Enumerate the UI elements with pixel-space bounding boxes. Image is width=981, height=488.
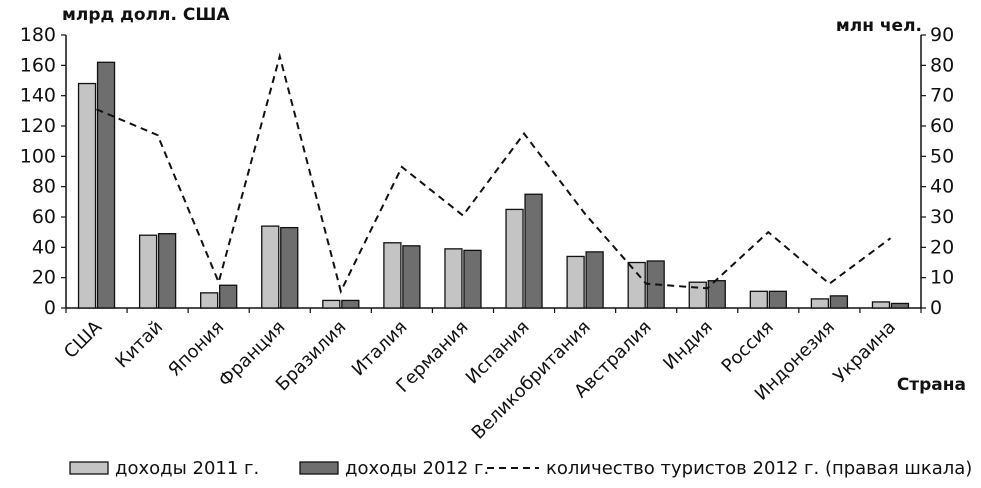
bar-2011 bbox=[688, 281, 707, 309]
bar-2012 bbox=[707, 280, 726, 309]
left-tick-label: 80 bbox=[32, 176, 56, 198]
category-label: Россия bbox=[718, 317, 778, 377]
left-tick-label: 100 bbox=[20, 145, 56, 167]
bar-2011 bbox=[138, 234, 158, 309]
right-tick-label: 80 bbox=[930, 54, 954, 76]
left-tick-label: 40 bbox=[32, 236, 56, 258]
bar-2012 bbox=[157, 233, 177, 309]
right-axis-unit: млн чел. bbox=[836, 16, 922, 36]
left-axis-unit: млрд долл. США bbox=[62, 5, 230, 25]
legend-label-2012: доходы 2012 г. bbox=[345, 458, 489, 479]
bar-2012 bbox=[768, 290, 787, 309]
bar-2011 bbox=[200, 292, 219, 309]
bar-2011 bbox=[261, 225, 280, 309]
right-tick-label: 50 bbox=[930, 145, 954, 167]
bar-2011 bbox=[322, 299, 341, 309]
bar-2011 bbox=[505, 208, 524, 309]
bar-2011 bbox=[810, 298, 830, 309]
right-tick-label: 30 bbox=[930, 206, 954, 228]
right-tick-label: 20 bbox=[930, 236, 954, 258]
category-label: Украина bbox=[829, 317, 900, 388]
bar-2011 bbox=[871, 301, 891, 309]
tourists-line bbox=[96, 52, 892, 295]
bar-2012 bbox=[463, 249, 482, 309]
category-label: Италия bbox=[348, 317, 412, 381]
bar-2011 bbox=[77, 82, 97, 309]
left-tick-label: 60 bbox=[32, 206, 56, 228]
x-axis-title: Страна bbox=[897, 375, 966, 395]
bar-2012 bbox=[96, 61, 116, 309]
bar-2011 bbox=[444, 248, 463, 309]
plot-area: 0 20 40 60 80 100 120 140 160 180 0 10 20 30 40 50 60 70 8… bbox=[20, 24, 954, 444]
bar-2011 bbox=[566, 255, 585, 309]
right-tick-label: 90 bbox=[930, 24, 954, 46]
left-tick-label: 160 bbox=[20, 54, 56, 76]
category-label: Китай bbox=[111, 317, 167, 373]
bar-2011 bbox=[627, 261, 646, 309]
bar-2012 bbox=[829, 295, 849, 309]
category-label: Великобритания bbox=[468, 317, 595, 444]
right-tick-label: 60 bbox=[930, 115, 954, 137]
bar-2012 bbox=[890, 302, 910, 309]
legend-swatch-2011 bbox=[69, 461, 109, 475]
left-tick-label: 140 bbox=[20, 85, 56, 107]
bar-2011 bbox=[383, 242, 402, 309]
right-tick-label: 10 bbox=[930, 267, 954, 289]
bar-2011 bbox=[749, 290, 768, 309]
right-tick-label: 40 bbox=[930, 176, 954, 198]
legend: доходы 2011 г. доходы 2012 г. количество т… bbox=[69, 458, 972, 479]
legend-label-tourists: количество туристов 2012 г. (правая шкал… bbox=[546, 458, 972, 479]
bar-2012 bbox=[219, 284, 238, 309]
right-tick-label: 0 bbox=[930, 297, 942, 319]
bar-2012 bbox=[402, 245, 421, 309]
left-tick-label: 20 bbox=[32, 267, 56, 289]
bar-2012 bbox=[585, 251, 604, 309]
left-tick-label: 0 bbox=[44, 297, 56, 319]
right-tick-label: 70 bbox=[930, 85, 954, 107]
left-tick-label: 180 bbox=[20, 24, 56, 46]
left-tick-label: 120 bbox=[20, 115, 56, 137]
bar-2012 bbox=[341, 299, 360, 309]
legend-label-2011: доходы 2011 г. bbox=[115, 458, 259, 479]
bar-2012 bbox=[280, 226, 299, 309]
category-label: США bbox=[60, 316, 107, 363]
category-label: Индия bbox=[659, 317, 716, 374]
bar-2012 bbox=[524, 193, 543, 309]
legend-swatch-2012 bbox=[299, 461, 339, 475]
